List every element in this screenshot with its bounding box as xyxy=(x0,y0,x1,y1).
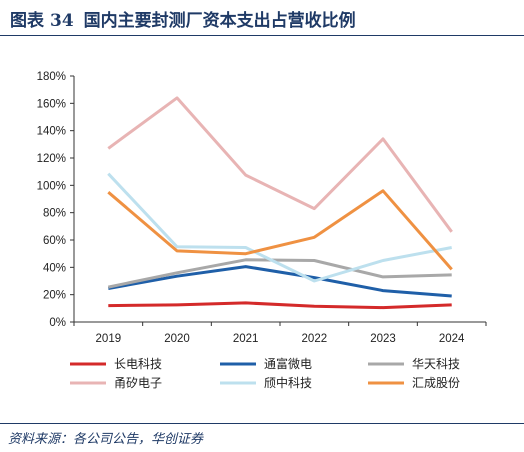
y-tick-label: 60% xyxy=(43,235,66,247)
y-tick-label: 40% xyxy=(43,262,66,274)
series-line-2 xyxy=(108,265,452,298)
legend-label: 华天科技 xyxy=(412,357,460,371)
y-tick-label: 180% xyxy=(37,71,66,83)
x-axis-ticks: 2019 2020 2021 2022 2023 2024 xyxy=(73,322,487,345)
y-axis-ticks: 0% 20% 40% 60% 80% 100% 120% 140% 160% 180% xyxy=(37,71,74,329)
figure-label: 图表 xyxy=(10,11,44,31)
series-line-6 xyxy=(107,189,453,271)
legend-label: 颀中科技 xyxy=(264,375,312,390)
y-tick-label: 160% xyxy=(37,98,66,110)
figure-title: 图表 34 国内主要封测厂资本支出占营收比例 xyxy=(10,6,356,31)
y-tick-label: 140% xyxy=(37,126,66,138)
legend-label: 通富微电 xyxy=(264,356,312,371)
series-line-1 xyxy=(108,301,452,310)
y-tick-label: 0% xyxy=(49,317,66,329)
x-tick-label: 2019 xyxy=(96,333,122,345)
series-line-4 xyxy=(107,96,453,233)
x-tick-label: 2020 xyxy=(164,333,190,345)
bottom-divider xyxy=(0,423,524,424)
legend-label: 甬矽电子 xyxy=(114,375,162,390)
legend-label: 汇成股份 xyxy=(412,376,460,390)
figure-number: 34 xyxy=(50,11,74,31)
x-tick-label: 2022 xyxy=(302,333,328,345)
top-divider xyxy=(0,35,524,36)
series-line-3 xyxy=(107,258,452,289)
y-tick-label: 80% xyxy=(43,208,66,220)
legend-label: 长电科技 xyxy=(114,357,162,371)
y-tick-label: 20% xyxy=(43,290,66,302)
x-tick-label: 2021 xyxy=(233,333,259,345)
series-line-5 xyxy=(107,172,452,283)
figure-title-text: 国内主要封测厂资本支出占营收比例 xyxy=(83,11,356,31)
y-tick-label: 120% xyxy=(37,153,66,165)
y-tick-label: 100% xyxy=(37,180,66,192)
x-tick-label: 2024 xyxy=(439,333,465,345)
x-tick-label: 2023 xyxy=(370,333,396,345)
source-note: 资料来源：各公司公告，华创证券 xyxy=(8,432,204,447)
